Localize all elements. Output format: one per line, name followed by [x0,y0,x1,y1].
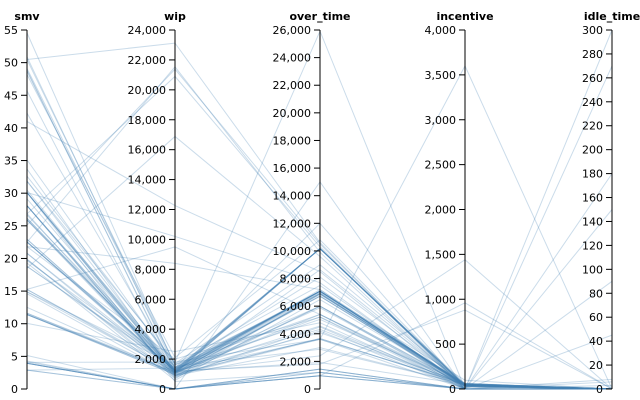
tick-label: 260 [582,72,603,85]
tick-label: 18,000 [273,134,312,147]
tick-label: 15 [4,285,18,298]
tick-label: 2,000 [280,355,312,368]
tick-label: 60 [589,311,603,324]
axis-wip: 0 2,000 4,000 6,000 8,000 10,000 12,000 14,000 1… [128,10,187,396]
tick-label: 2,000 [425,204,457,217]
tick-label: 10,000 [128,233,167,246]
tick-label: 26,000 [273,24,312,37]
tick-label: 14,000 [273,190,312,203]
tick-label: 180 [582,168,603,181]
tick-label: 0 [304,383,311,396]
tick-label: 1,000 [425,293,457,306]
axis-idle-time: 0 20 40 60 80 100 120 140 160 180 200 220 240 260 280 3… [582,10,640,396]
tick-label: 280 [582,48,603,61]
tick-label: 80 [589,287,603,300]
tick-label: 10 [4,318,18,331]
tick-label: 1,500 [425,248,457,261]
axis-title[interactable]: incentive [436,10,493,23]
axis-title[interactable]: over_time [289,10,350,23]
tick-label: 14,000 [128,174,167,187]
tick-label: 35 [4,155,18,168]
tick-label: 0 [596,383,603,396]
tick-label: 0 [11,383,18,396]
tick-label: 6,000 [135,293,167,306]
tick-label: 220 [582,120,603,133]
tick-label: 16,000 [128,144,167,157]
axis-over-time: 0 2,000 4,000 6,000 8,000 10,000 12,000 14,000 1… [273,10,351,396]
tick-label: 20 [589,359,603,372]
tick-label: 300 [582,24,603,37]
tick-label: 6,000 [280,300,312,313]
tick-label: 20,000 [273,107,312,120]
tick-label: 4,000 [135,323,167,336]
tick-label: 18,000 [128,114,167,127]
tick-label: 500 [435,338,456,351]
tick-label: 120 [582,239,603,252]
tick-label: 25 [4,220,18,233]
tick-label: 5 [11,350,18,363]
tick-label: 200 [582,144,603,157]
tick-label: 3,000 [425,114,457,127]
tick-label: 55 [4,24,18,37]
tick-label: 2,000 [135,353,167,366]
tick-label: 8,000 [280,273,312,286]
tick-label: 16,000 [273,162,312,175]
tick-label: 140 [582,215,603,228]
axis-title[interactable]: idle_time [584,10,640,23]
tick-label: 0 [159,383,166,396]
axis-title[interactable]: wip [164,10,186,23]
tick-label: 100 [582,263,603,276]
tick-label: 10,000 [273,245,312,258]
tick-label: 40 [4,122,18,135]
tick-label: 45 [4,89,18,102]
tick-label: 24,000 [128,24,167,37]
tick-label: 20,000 [128,84,167,97]
tick-label: 12,000 [128,204,167,217]
tick-label: 22,000 [128,54,167,67]
tick-label: 240 [582,96,603,109]
tick-label: 4,000 [280,328,312,341]
tick-label: 0 [449,383,456,396]
tick-label: 20 [4,252,18,265]
tick-label: 50 [4,57,18,70]
tick-label: 24,000 [273,52,312,65]
tick-label: 3,500 [425,69,457,82]
tick-label: 4,000 [425,24,457,37]
tick-label: 22,000 [273,79,312,92]
axis-incentive: 0 500 1,000 1,500 2,000 2,500 3,000 3,500 4,000i… [425,10,494,396]
tick-label: 160 [582,192,603,205]
tick-label: 30 [4,187,18,200]
tick-label: 40 [589,335,603,348]
tick-label: 2,500 [425,159,457,172]
tick-label: 8,000 [135,263,167,276]
axis-title[interactable]: smv [14,10,40,23]
tick-label: 12,000 [273,217,312,230]
